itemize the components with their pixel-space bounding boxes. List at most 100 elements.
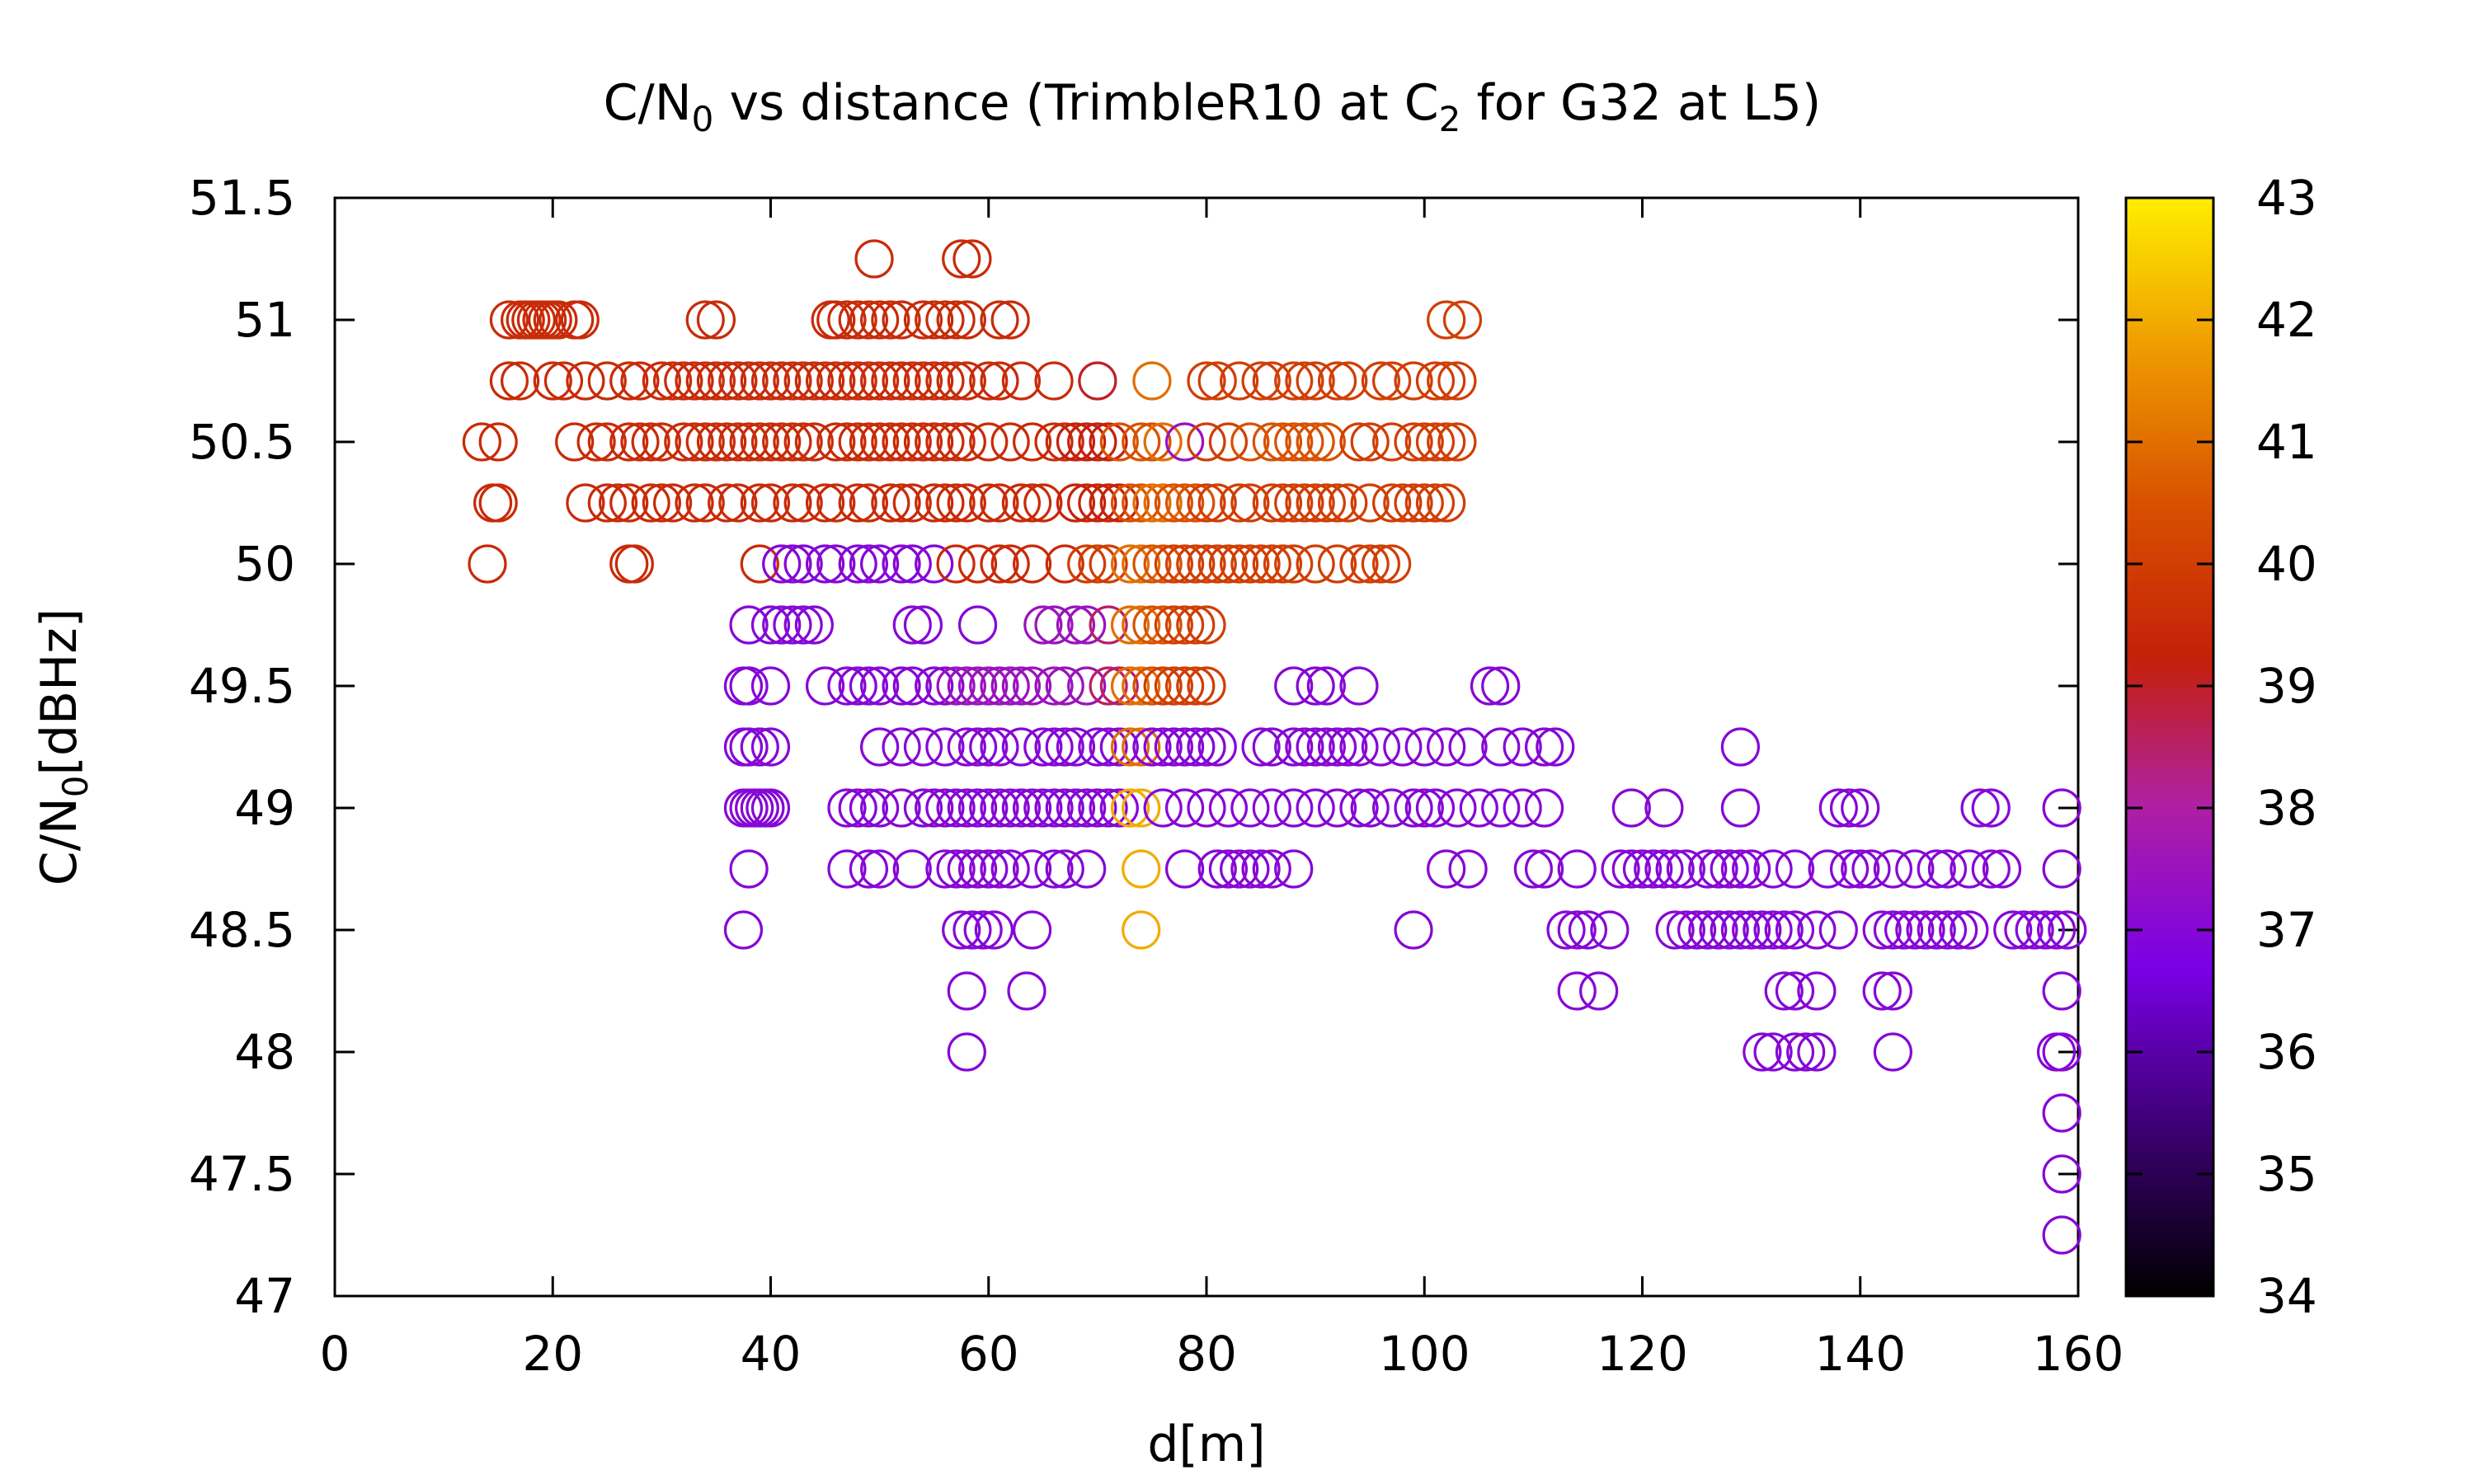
- data-point: [1797, 1032, 1837, 1072]
- data-point: [892, 422, 932, 462]
- data-point: [1884, 910, 1924, 950]
- data-point: [664, 422, 703, 462]
- data-point: [1045, 788, 1084, 828]
- data-point: [1132, 727, 1172, 767]
- data-point: [1089, 544, 1128, 584]
- data-point: [1122, 544, 1161, 584]
- data-point: [1764, 910, 1804, 950]
- data-point: [1274, 544, 1314, 584]
- data-point: [980, 849, 1019, 889]
- data-point: [2004, 910, 2044, 950]
- data-point: [750, 422, 791, 462]
- colorbar-tick-label: 37: [2256, 902, 2317, 958]
- data-point: [860, 727, 900, 767]
- data-point: [816, 544, 856, 584]
- data-point: [609, 483, 649, 523]
- data-point: [1306, 666, 1346, 706]
- data-point: [1437, 788, 1477, 828]
- data-point: [871, 361, 910, 401]
- data-point: [783, 422, 823, 462]
- data-point: [1034, 849, 1074, 889]
- data-point: [1841, 788, 1880, 828]
- data-point: [969, 422, 1009, 462]
- data-point: [892, 605, 932, 645]
- data-point: [794, 605, 834, 645]
- data-point: [1666, 849, 1705, 889]
- data-point: [1078, 361, 1117, 401]
- data-point: [1634, 849, 1673, 889]
- data-point: [1317, 544, 1357, 584]
- data-point: [969, 727, 1009, 767]
- data-point: [838, 422, 877, 462]
- data-points: [462, 239, 2087, 1255]
- data-point: [882, 666, 921, 706]
- data-point: [1045, 666, 1084, 706]
- data-point: [1906, 910, 1945, 950]
- data-point: [827, 422, 867, 462]
- data-point: [1427, 483, 1466, 523]
- data-point: [1808, 849, 1847, 889]
- data-point: [1187, 361, 1226, 401]
- data-point: [805, 666, 845, 706]
- data-point: [1971, 849, 2011, 889]
- data-point: [1470, 666, 1510, 706]
- data-point: [947, 666, 986, 706]
- data-point: [1078, 483, 1117, 523]
- data-point: [1110, 483, 1150, 523]
- data-point: [1775, 910, 1815, 950]
- data-point: [708, 361, 747, 401]
- data-point: [587, 361, 627, 401]
- data-point: [1350, 422, 1390, 462]
- data-point: [1045, 727, 1084, 767]
- y-tick-label: 51.5: [189, 170, 295, 226]
- data-point: [631, 422, 670, 462]
- y-tick-label: 48: [234, 1024, 295, 1080]
- data-point: [980, 727, 1019, 767]
- data-point: [1503, 727, 1542, 767]
- axis-ticks: 0 20 40 60 80 100 120 140 160 47 47.5 48 48.5 49 49.5 5…: [189, 170, 2124, 1382]
- data-point: [882, 361, 921, 401]
- colorbar-tick-label: 40: [2256, 536, 2317, 592]
- data-point: [1263, 544, 1303, 584]
- data-point: [827, 361, 867, 401]
- data-point: [708, 422, 747, 462]
- data-point: [1950, 910, 1989, 950]
- data-point: [587, 483, 627, 523]
- data-point: [1164, 483, 1205, 523]
- data-point: [1939, 910, 1978, 950]
- data-point: [1677, 910, 1717, 950]
- data-point: [762, 544, 802, 584]
- data-point: [1034, 788, 1074, 828]
- data-point: [871, 483, 910, 523]
- data-point: [729, 422, 769, 462]
- data-point: [708, 483, 747, 523]
- data-point: [957, 788, 998, 828]
- data-point: [566, 361, 605, 401]
- data-point: [1775, 849, 1815, 889]
- data-point: [1132, 666, 1172, 706]
- data-point: [1176, 483, 1216, 523]
- x-tick-label: 60: [958, 1326, 1019, 1382]
- data-point: [990, 300, 1030, 340]
- data-point: [1383, 727, 1423, 767]
- data-point: [566, 483, 605, 523]
- data-point: [1110, 788, 1150, 828]
- data-point: [1611, 788, 1651, 828]
- y-tick-label: 50: [234, 536, 295, 592]
- data-point: [1437, 422, 1477, 462]
- data-point: [1132, 544, 1172, 584]
- data-point: [1187, 605, 1226, 645]
- data-point: [501, 361, 540, 401]
- data-point: [963, 910, 1003, 950]
- data-point: [1187, 788, 1226, 828]
- data-point: [642, 422, 681, 462]
- data-point: [1415, 361, 1456, 401]
- data-point: [925, 666, 965, 706]
- data-point: [1372, 544, 1412, 584]
- data-point: [1818, 788, 1858, 828]
- data-point: [1154, 605, 1193, 645]
- data-point: [1143, 727, 1183, 767]
- data-point: [903, 300, 943, 340]
- data-point: [1220, 361, 1259, 401]
- data-point: [1122, 605, 1161, 645]
